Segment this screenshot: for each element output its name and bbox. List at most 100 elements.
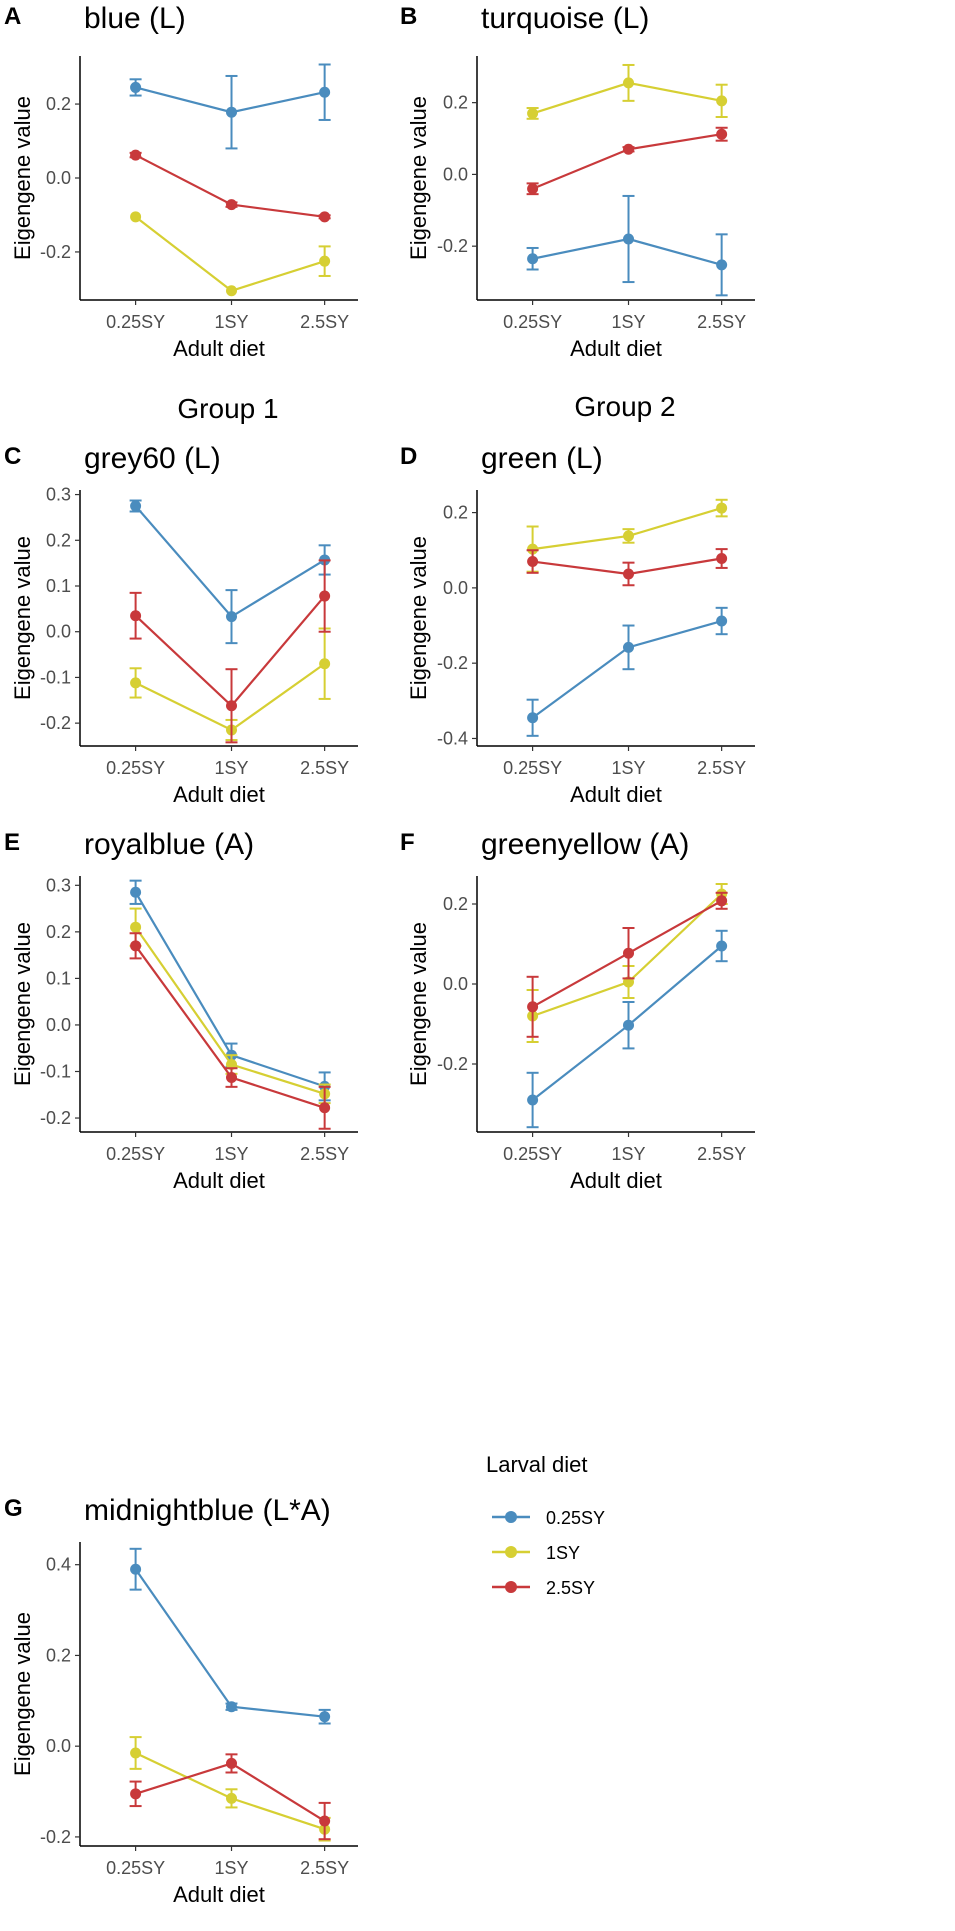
y-tick-label: 0.2 xyxy=(443,93,468,113)
series-2.5SY xyxy=(129,1753,331,1841)
y-tick-label: 0.2 xyxy=(46,922,71,942)
data-point xyxy=(716,615,728,627)
data-point xyxy=(226,285,238,297)
legend-key-dot-1 xyxy=(505,1546,517,1558)
series-0.25SY xyxy=(526,606,728,737)
data-point xyxy=(130,500,142,512)
data-point xyxy=(716,940,728,952)
panel-title: green (L) xyxy=(481,442,603,475)
y-tick-label: -0.2 xyxy=(437,236,468,256)
series-2.5SY xyxy=(129,149,331,223)
y-tick-label: 0.0 xyxy=(46,168,71,188)
data-point xyxy=(130,921,142,933)
data-point xyxy=(527,1001,539,1013)
series-1SY xyxy=(526,63,728,120)
x-tick-label: 0.25SY xyxy=(503,1144,562,1164)
panel-letter: D xyxy=(400,443,417,470)
y-tick-label: 0.2 xyxy=(46,94,71,114)
x-axis-title: Adult diet xyxy=(570,782,662,807)
data-point xyxy=(623,641,635,653)
x-tick-label: 2.5SY xyxy=(300,1858,349,1878)
data-point xyxy=(623,233,635,245)
x-tick-label: 1SY xyxy=(214,1144,248,1164)
legend-label-0: 0.25SY xyxy=(546,1508,605,1528)
series-line xyxy=(134,505,326,619)
legend-label-1: 1SY xyxy=(546,1543,580,1563)
panel-letter: A xyxy=(4,3,21,30)
y-tick-label: 0.4 xyxy=(46,1555,71,1575)
data-point xyxy=(716,553,728,565)
data-point xyxy=(130,211,142,223)
data-point xyxy=(319,211,331,223)
y-axis-title: Eigengene value xyxy=(406,922,431,1086)
y-tick-label: 0.0 xyxy=(443,578,468,598)
panel-title: grey60 (L) xyxy=(84,442,221,475)
legend-key-dot-0 xyxy=(505,1511,517,1523)
data-point xyxy=(319,1102,331,1114)
data-point xyxy=(319,1711,331,1723)
y-axis-title: Eigengene value xyxy=(406,96,431,260)
x-axis-title: Adult diet xyxy=(570,1168,662,1193)
data-point xyxy=(623,143,635,155)
series-1SY xyxy=(526,498,728,573)
data-point xyxy=(130,886,142,898)
data-point xyxy=(130,940,142,952)
panel-letter: E xyxy=(4,829,20,856)
data-point xyxy=(623,77,635,89)
data-point xyxy=(716,895,728,907)
x-tick-label: 1SY xyxy=(214,312,248,332)
legend-title: Larval diet xyxy=(486,1452,588,1477)
data-point xyxy=(623,530,635,542)
x-tick-label: 2.5SY xyxy=(697,758,746,778)
x-tick-label: 1SY xyxy=(611,758,645,778)
series-2.5SY xyxy=(526,891,728,1038)
data-point xyxy=(716,259,728,271)
data-point xyxy=(130,1563,142,1575)
series-line xyxy=(532,133,722,190)
data-point xyxy=(130,610,142,622)
series-0.25SY xyxy=(129,1547,331,1725)
x-tick-label: 0.25SY xyxy=(106,758,165,778)
series-2.5SY xyxy=(526,126,728,196)
series-2.5SY xyxy=(129,932,331,1130)
x-axis-title: Adult diet xyxy=(173,782,265,807)
legend-key-dot-2 xyxy=(505,1581,517,1593)
series-2.5SY xyxy=(129,559,331,744)
legend-item-2: 2.5SY xyxy=(492,1578,595,1598)
y-tick-label: 0.0 xyxy=(443,164,468,184)
x-tick-label: 2.5SY xyxy=(300,312,349,332)
y-tick-label: -0.2 xyxy=(40,1827,71,1847)
y-tick-label: 0.3 xyxy=(46,875,71,895)
data-point xyxy=(319,590,331,602)
y-tick-label: -0.4 xyxy=(437,728,468,748)
legend: Larval diet 0.25SY 1SY 2.5SY xyxy=(486,1452,605,1598)
y-axis-title: Eigengene value xyxy=(10,536,35,700)
data-point xyxy=(226,106,238,118)
data-point xyxy=(226,1701,238,1713)
x-axis-title: Adult diet xyxy=(173,1882,265,1907)
y-tick-label: -0.2 xyxy=(40,713,71,733)
series-1SY xyxy=(526,883,728,1043)
data-point xyxy=(527,107,539,119)
data-point xyxy=(226,1072,238,1084)
panel-letter: C xyxy=(4,443,21,470)
x-tick-label: 0.25SY xyxy=(106,1858,165,1878)
data-point xyxy=(226,1757,238,1769)
y-tick-label: -0.2 xyxy=(40,242,71,262)
data-point xyxy=(623,568,635,580)
y-tick-label: -0.2 xyxy=(437,653,468,673)
data-point xyxy=(527,556,539,568)
series-0.25SY xyxy=(129,499,331,645)
data-point xyxy=(319,1815,331,1827)
x-tick-label: 0.25SY xyxy=(106,312,165,332)
y-tick-label: 0.0 xyxy=(443,974,468,994)
y-tick-label: 0.0 xyxy=(46,1015,71,1035)
x-tick-label: 1SY xyxy=(214,1858,248,1878)
data-point xyxy=(527,1094,539,1106)
